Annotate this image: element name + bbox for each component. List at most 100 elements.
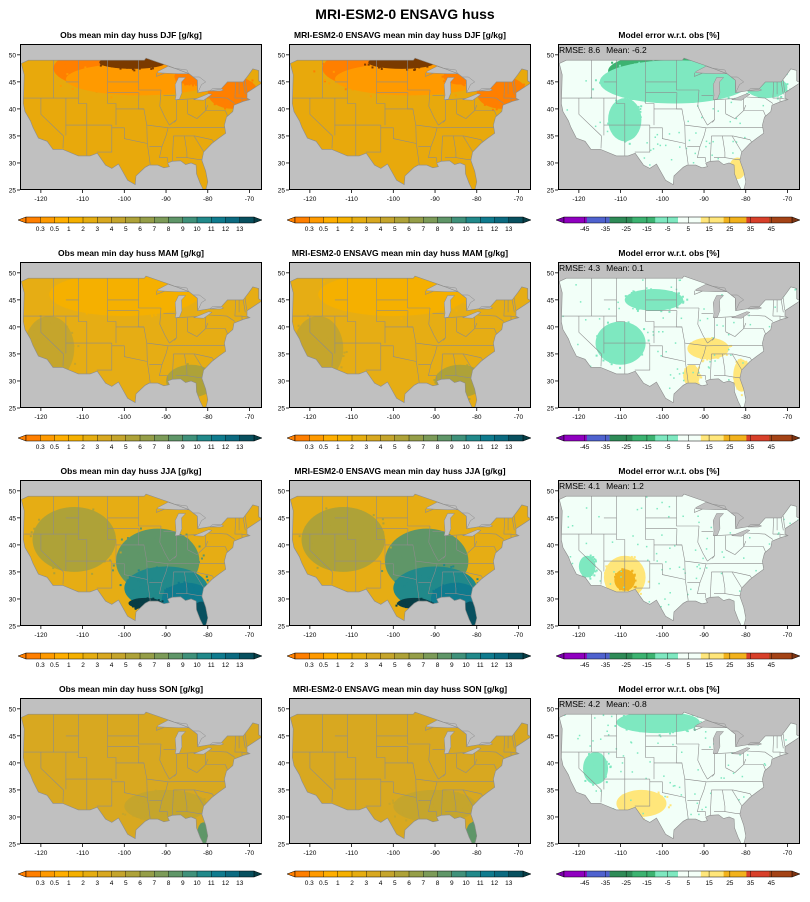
colorbar-tick-label: 13 xyxy=(236,444,244,451)
colorbar-segment xyxy=(746,435,769,441)
colorbar-segment xyxy=(197,435,212,441)
model-map-panel: MRI-ESM2-0 ENSAVG mean min day huss SON … xyxy=(269,684,531,902)
colorbar-segment xyxy=(309,871,324,877)
colorbar-tick-label: 12 xyxy=(222,662,230,669)
lat-tick-label: 35 xyxy=(9,569,17,576)
lat-tick-label: 25 xyxy=(278,406,286,413)
colorbar-segment xyxy=(69,217,84,223)
colorbar-segment xyxy=(587,871,610,877)
colorbar-tick-label: 3 xyxy=(95,662,99,669)
colorbar-segment xyxy=(69,435,84,441)
lon-tick-label: -100 xyxy=(656,196,669,203)
lat-tick-label: 30 xyxy=(9,378,17,385)
colorbar-segment xyxy=(564,653,587,659)
colorbar-tick-label: 7 xyxy=(421,226,425,233)
lon-tick-label: -70 xyxy=(514,850,524,857)
colorbar-segment xyxy=(423,217,438,223)
lat-tick-label: 45 xyxy=(278,79,286,86)
colorbar-tick-label: 0.3 xyxy=(36,226,45,233)
figure-title: MRI-ESM2-0 ENSAVG huss xyxy=(0,6,810,22)
colorbar-tick-label: 0.5 xyxy=(50,662,59,669)
colorbar-tick-label: 7 xyxy=(421,662,425,669)
colorbar-tick-label: 12 xyxy=(222,226,230,233)
rmse-value: RMSE: 4.3 xyxy=(559,263,600,273)
colorbar-tick-label: 7 xyxy=(421,444,425,451)
mean-value: Mean: -6.2 xyxy=(606,45,647,55)
colorbar-segment xyxy=(324,435,339,441)
lat-tick-label: 35 xyxy=(9,351,17,358)
colorbar-segment xyxy=(678,871,701,877)
lon-tick-label: -100 xyxy=(387,196,400,203)
lat-tick-label: 50 xyxy=(278,270,286,277)
lat-tick-label: 45 xyxy=(547,515,555,522)
colorbar-segment xyxy=(338,653,353,659)
lon-tick-label: -100 xyxy=(118,414,131,421)
colorbar-segment xyxy=(423,653,438,659)
colorbar-tick-label: -45 xyxy=(580,662,590,669)
colorbar-segment xyxy=(452,217,467,223)
colorbar-extend-low xyxy=(556,871,564,877)
colorbar-segment xyxy=(97,435,112,441)
lat-tick-label: 30 xyxy=(278,160,286,167)
colorbar-tick-label: -35 xyxy=(601,226,611,233)
lat-tick-label: 45 xyxy=(278,297,286,304)
colorbar-tick-label: 1 xyxy=(67,226,71,233)
colorbar-segment xyxy=(197,653,212,659)
rmse-value: RMSE: 8.6 xyxy=(559,45,600,55)
colorbar-segment xyxy=(701,653,724,659)
colorbar-tick-label: 12 xyxy=(222,880,230,887)
colorbar-tick-label: 5 xyxy=(124,662,128,669)
lon-tick-label: -70 xyxy=(514,414,524,421)
colorbar-tick-label: 11 xyxy=(477,662,484,669)
colorbar-tick-label: 5 xyxy=(687,880,691,887)
colorbar-segment xyxy=(295,653,310,659)
colorbar-segment xyxy=(352,653,367,659)
colorbar-tick-label: 3 xyxy=(364,226,368,233)
colorbar-segment xyxy=(226,435,241,441)
lat-tick-label: 40 xyxy=(547,542,555,549)
colorbar-tick-label: 7 xyxy=(152,880,156,887)
colorbar-tick-label: 6 xyxy=(138,880,142,887)
colorbar-tick-label: 0.5 xyxy=(319,662,328,669)
colorbar-segment xyxy=(495,217,510,223)
colorbar-tick-label: 0.5 xyxy=(50,226,59,233)
colorbar-segment xyxy=(183,653,198,659)
lon-tick-label: -100 xyxy=(387,850,400,857)
colorbar-tick-label: 9 xyxy=(181,880,185,887)
colorbar-segment xyxy=(338,871,353,877)
colorbar-tick-label: 13 xyxy=(236,880,244,887)
colorbar-segment xyxy=(55,435,70,441)
colorbar-segment xyxy=(352,435,367,441)
colorbar-tick-label: 0.3 xyxy=(36,662,45,669)
colorbar-tick-label: 35 xyxy=(747,880,755,887)
lat-tick-label: 35 xyxy=(547,569,555,576)
lat-tick-label: 25 xyxy=(547,188,555,195)
colorbar-tick-label: 3 xyxy=(95,880,99,887)
colorbar-extend-high xyxy=(523,653,531,659)
colorbar-segment xyxy=(587,653,610,659)
colorbar-tick-label: -5 xyxy=(665,662,671,669)
colorbar-segment xyxy=(40,435,55,441)
lat-tick-label: 40 xyxy=(9,542,17,549)
rmse-value: RMSE: 4.2 xyxy=(559,699,600,709)
lon-tick-label: -90 xyxy=(430,196,440,203)
colorbar-segment xyxy=(480,217,495,223)
colorbar-segment xyxy=(112,217,127,223)
colorbar-tick-label: 25 xyxy=(726,226,734,233)
lon-tick-label: -120 xyxy=(34,196,47,203)
error-stats: RMSE: 8.6 Mean: -6.2 xyxy=(559,45,647,55)
colorbar-tick-label: 13 xyxy=(505,226,513,233)
colorbar-tick-label: 1 xyxy=(336,444,340,451)
colorbar-segment xyxy=(226,217,241,223)
colorbar-segment xyxy=(154,653,169,659)
lat-tick-label: 40 xyxy=(547,760,555,767)
colorbar-segment xyxy=(466,217,481,223)
colorbar-tick-label: -45 xyxy=(580,226,590,233)
colorbar-tick-label: 13 xyxy=(236,226,244,233)
colorbar-segment xyxy=(495,871,510,877)
colorbar-segment xyxy=(438,653,453,659)
